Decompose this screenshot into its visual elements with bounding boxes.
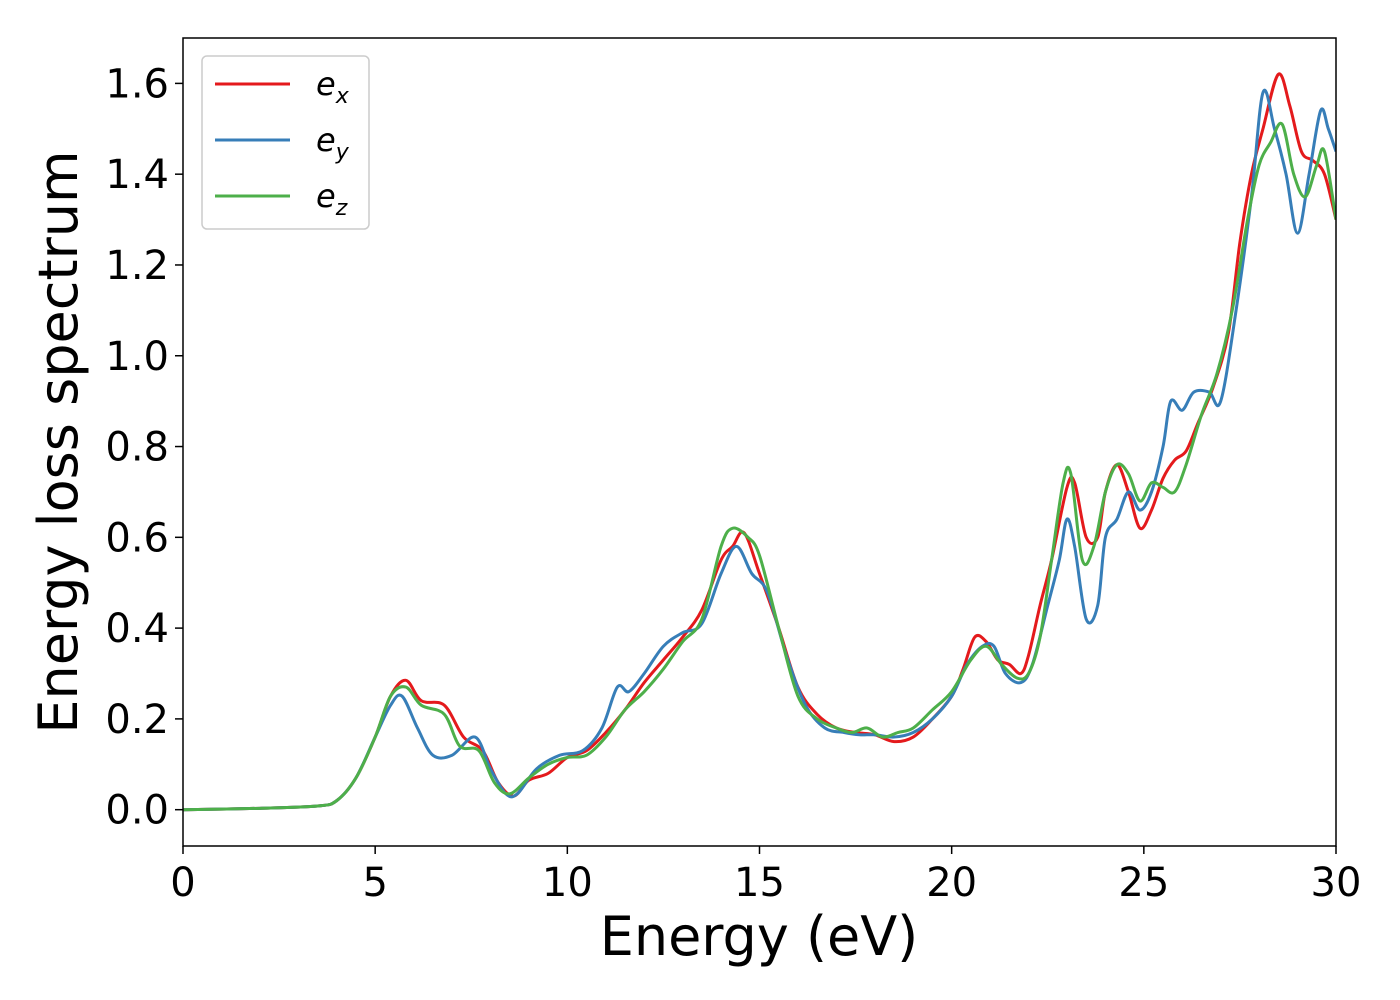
legend-label-z: ez xyxy=(316,177,348,221)
legend-label-subscript: z xyxy=(335,196,348,221)
legend-label-y: ey xyxy=(316,121,350,165)
x-tick-label: 20 xyxy=(926,860,977,906)
x-axis-title: Energy (eV) xyxy=(600,905,919,968)
legend-label-x: ex xyxy=(316,65,350,109)
legend-label-subscript: y xyxy=(335,140,350,165)
x-tick-label: 25 xyxy=(1118,860,1169,906)
y-tick-label: 1.4 xyxy=(105,152,169,198)
y-tick-label: 1.6 xyxy=(105,61,169,107)
x-axis: 0 5 10 15 20 25 30 xyxy=(170,846,1361,906)
legend-label-base: e xyxy=(316,65,336,103)
legend-label-base: e xyxy=(316,177,336,215)
y-tick-label: 0.8 xyxy=(105,425,169,471)
x-tick-label: 5 xyxy=(362,860,387,906)
series-line-z xyxy=(183,121,1336,812)
series-line-y xyxy=(183,88,1336,812)
x-tick-label: 15 xyxy=(734,860,785,906)
x-tick-label: 0 xyxy=(170,860,195,906)
y-axis-title: Energy loss spectrum xyxy=(27,150,90,733)
y-tick-label: 0.0 xyxy=(105,788,169,834)
y-tick-label: 1.2 xyxy=(105,243,169,289)
y-axis: 0.0 0.2 0.4 0.6 0.8 1.0 1.2 1.4 1.6 xyxy=(105,61,183,834)
y-tick-label: 0.6 xyxy=(105,515,169,561)
x-tick-label: 10 xyxy=(542,860,593,906)
legend-label-subscript: x xyxy=(335,84,350,109)
series-layer xyxy=(183,72,1336,812)
y-tick-label: 0.4 xyxy=(105,606,169,652)
y-tick-label: 1.0 xyxy=(105,334,169,380)
legend-label-base: e xyxy=(316,121,336,159)
x-tick-label: 30 xyxy=(1311,860,1362,906)
y-tick-label: 0.2 xyxy=(105,697,169,743)
legend-box xyxy=(201,55,370,230)
